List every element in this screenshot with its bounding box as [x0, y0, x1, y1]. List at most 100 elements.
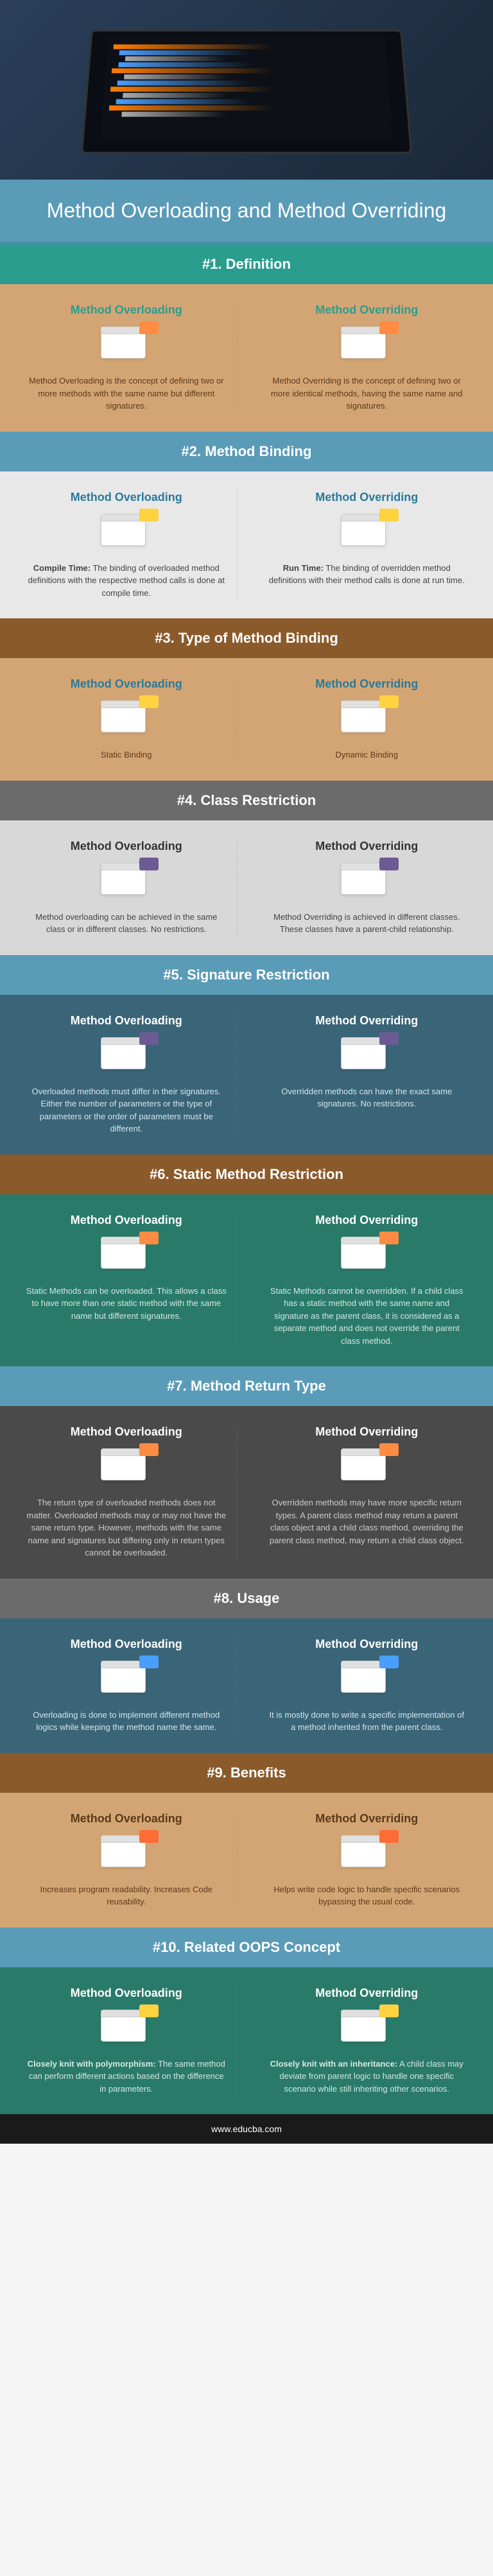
- comparison-column: Method Overriding Overridden methods may …: [257, 1425, 468, 1559]
- comparison-column: Method Overloading Overloaded methods mus…: [26, 1014, 238, 1135]
- column-text: Method Overloading is the concept of def…: [26, 375, 227, 412]
- column-text: Method overloading can be achieved in th…: [26, 911, 227, 936]
- column-title: Method Overloading: [26, 491, 227, 504]
- column-text: Overridden methods can have the exact sa…: [266, 1085, 468, 1110]
- comparison-icon: [341, 700, 392, 739]
- column-title: Method Overriding: [266, 1214, 468, 1227]
- column-title: Method Overloading: [26, 1214, 227, 1227]
- comparison-icon: [101, 2010, 152, 2048]
- section-header: #1. Definition: [0, 244, 493, 284]
- column-title: Method Overloading: [26, 1014, 227, 1028]
- comparison-column: Method Overloading Method Overloading is …: [26, 303, 238, 412]
- section-header: #10. Related OOPS Concept: [0, 1928, 493, 1967]
- column-title: Method Overloading: [26, 677, 227, 691]
- column-title: Method Overriding: [266, 1638, 468, 1651]
- comparison-column: Method OverloadingCompile Time: The bind…: [26, 491, 238, 600]
- comparison-icon: [341, 326, 392, 365]
- comparison-column: Method OverridingOverridden methods can …: [257, 1014, 468, 1135]
- section-header: #2. Method Binding: [0, 432, 493, 471]
- column-text: Helps write code logic to handle specifi…: [266, 1883, 468, 1908]
- comparison-icon: [101, 1237, 152, 1275]
- section-body: Method OverloadingStatic BindingMethod O…: [0, 658, 493, 781]
- column-text: Closely knit with polymorphism: The same…: [26, 2058, 227, 2096]
- column-title: Method Overloading: [26, 1638, 227, 1651]
- section-body: Method Overloading The return type of ove…: [0, 1406, 493, 1579]
- column-text: Increases program readability. Increases…: [26, 1883, 227, 1908]
- comparison-column: Method Overloading Increases program read…: [26, 1812, 238, 1908]
- column-title: Method Overriding: [266, 840, 468, 853]
- column-text: Overridden methods may have more specifi…: [266, 1496, 468, 1546]
- section-header: #7. Method Return Type: [0, 1366, 493, 1406]
- comparison-column: Method Overloading Overloading is done to…: [26, 1638, 238, 1734]
- comparison-icon: [341, 2010, 392, 2048]
- section-body: Method Overloading Method overloading can…: [0, 820, 493, 955]
- comparison-icon: [101, 326, 152, 365]
- comparison-icon: [341, 863, 392, 901]
- comparison-column: Method Overriding Run Time: The binding o…: [257, 491, 468, 600]
- footer: www.educba.com: [0, 2114, 493, 2144]
- column-text: Closely knit with an inheritance: A chil…: [266, 2058, 468, 2096]
- column-text: Static Methods cannot be overridden. If …: [266, 1285, 468, 1348]
- column-title: Method Overloading: [26, 1987, 227, 2000]
- section-body: Method Overloading Overloaded methods mus…: [0, 995, 493, 1155]
- column-title: Method Overriding: [266, 491, 468, 504]
- comparison-column: Method Overriding Static Methods cannot b…: [257, 1214, 468, 1348]
- comparison-icon: [341, 1835, 392, 1874]
- laptop-screen: [100, 37, 393, 139]
- comparison-icon: [101, 863, 152, 901]
- column-text: Method Overriding is achieved in differe…: [266, 911, 468, 936]
- comparison-icon: [101, 1448, 152, 1487]
- comparison-column: Method Overloading Static Methods can be …: [26, 1214, 238, 1348]
- hero-image: [0, 0, 493, 180]
- comparison-icon: [341, 1448, 392, 1487]
- section-header: #6. Static Method Restriction: [0, 1155, 493, 1194]
- comparison-icon: [341, 1037, 392, 1076]
- section-header: #5. Signature Restriction: [0, 955, 493, 995]
- section-body: Method Overloading Static Methods can be …: [0, 1194, 493, 1367]
- laptop-graphic: [81, 30, 413, 153]
- column-text: Overloading is done to implement differe…: [26, 1709, 227, 1734]
- section-header: #3. Type of Method Binding: [0, 618, 493, 658]
- column-title: Method Overriding: [266, 303, 468, 317]
- comparison-column: Method Overriding Method Overriding is th…: [257, 303, 468, 412]
- column-text: Static Methods can be overloaded. This a…: [26, 1285, 227, 1323]
- column-text: Static Binding: [26, 749, 227, 761]
- section-header: #4. Class Restriction: [0, 781, 493, 820]
- comparison-icon: [341, 1661, 392, 1699]
- column-text: It is mostly done to write a specific im…: [266, 1709, 468, 1734]
- comparison-column: Method OverridingDynamic Binding: [257, 677, 468, 761]
- comparison-column: Method Overloading The return type of ove…: [26, 1425, 238, 1559]
- section-body: Method Overloading Method Overloading is …: [0, 284, 493, 432]
- comparison-icon: [101, 1037, 152, 1076]
- comparison-icon: [101, 514, 152, 552]
- comparison-column: Method Overriding Helps write code logic …: [257, 1812, 468, 1908]
- comparison-column: Method OverridingClosely knit with an in…: [257, 1987, 468, 2096]
- column-title: Method Overloading: [26, 303, 227, 317]
- comparison-icon: [101, 1661, 152, 1699]
- column-title: Method Overriding: [266, 1425, 468, 1439]
- column-title: Method Overloading: [26, 1812, 227, 1826]
- comparison-column: Method Overloading Closely knit with poly…: [26, 1987, 238, 2096]
- main-title: Method Overloading and Method Overriding: [0, 180, 493, 244]
- comparison-icon: [101, 1835, 152, 1874]
- comparison-icon: [341, 514, 392, 552]
- column-text: Run Time: The binding of overridden meth…: [266, 562, 468, 587]
- column-title: Method Overriding: [266, 1812, 468, 1826]
- comparison-column: Method Overriding Method Overriding is ac…: [257, 840, 468, 936]
- column-text: The return type of overloaded methods do…: [26, 1496, 227, 1559]
- column-text: Overloaded methods must differ in their …: [26, 1085, 227, 1135]
- section-body: Method Overloading Increases program read…: [0, 1793, 493, 1928]
- comparison-icon: [101, 700, 152, 739]
- section-body: Method Overloading Overloading is done to…: [0, 1618, 493, 1753]
- section-header: #9. Benefits: [0, 1753, 493, 1793]
- infographic-container: Method Overloading and Method Overriding…: [0, 0, 493, 2144]
- column-text: Dynamic Binding: [266, 749, 468, 761]
- comparison-column: Method Overriding It is mostly done to wr…: [257, 1638, 468, 1734]
- section-header: #8. Usage: [0, 1579, 493, 1618]
- comparison-column: Method Overloading Static Binding: [26, 677, 238, 761]
- column-text: Method Overriding is the concept of defi…: [266, 375, 468, 412]
- section-body: Method OverloadingCompile Time: The bind…: [0, 471, 493, 619]
- section-body: Method Overloading Closely knit with poly…: [0, 1967, 493, 2115]
- column-title: Method Overloading: [26, 1425, 227, 1439]
- column-title: Method Overloading: [26, 840, 227, 853]
